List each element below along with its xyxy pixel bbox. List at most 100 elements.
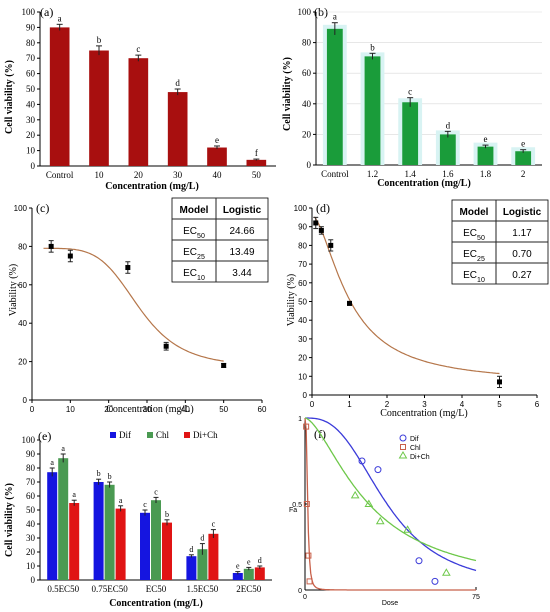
panel-c-table-ec50-value: 24.66: [229, 226, 254, 237]
panel-d-table-head-model: Model: [460, 207, 489, 218]
panel-e-bar-dich: [162, 522, 172, 580]
panel-a-letter: c: [136, 44, 140, 54]
panel-f-ytick-label: 0.5: [292, 502, 302, 509]
panel-f-point-square: [303, 423, 310, 430]
panel-e-bar-dif: [186, 556, 197, 580]
panel-c-point: [221, 362, 227, 368]
panel-d-ytick-label: 80: [298, 241, 307, 250]
panel-e-legend-label: Di+Ch: [193, 430, 218, 440]
panel-f-legend-label: Di+Ch: [410, 454, 430, 461]
panel-e-bar-dif: [140, 512, 150, 580]
panel-d-ytick-label: 0: [303, 391, 308, 400]
panel-b-xlabel: Concentration (mg/L): [377, 178, 471, 189]
panel-e-letter: e: [247, 557, 251, 566]
panel-d-table-ec25-label: EC25: [463, 249, 485, 263]
panel-e-letter: d: [189, 545, 193, 554]
panel-d-point: [318, 227, 324, 233]
panel-c-xtick-label: 10: [66, 405, 75, 414]
panel-a-ytick-label: 20: [26, 130, 36, 140]
panel-a-ytick-label: 70: [26, 53, 36, 63]
panel-f-ytick-label: 1: [298, 416, 302, 423]
panel-f-point-circle: [374, 466, 382, 474]
panel-c-table-ec50-label: EC50: [183, 226, 205, 240]
panel-e-ytick-label: 10: [26, 561, 36, 571]
panel-f-point-circle: [358, 457, 366, 465]
panel-c-ytick-label: 80: [18, 242, 27, 251]
panel-a-letter: a: [58, 13, 62, 23]
panel-d-ytick-label: 40: [298, 316, 307, 325]
panel-b-xtick-label: 1.6: [442, 169, 454, 179]
panel-e-bar-chl: [151, 500, 161, 580]
panel-e-legend-swatch: [147, 432, 153, 438]
panel-c-table: Model Logistic EC50 24.66 EC25 13.49 EC1…: [171, 197, 269, 283]
panel-a-ytick-label: 0: [31, 161, 36, 171]
panel-d-xtick-label: 1: [347, 400, 352, 409]
panel-c-point: [163, 343, 169, 349]
panel-b-ytick-label: 40: [302, 99, 312, 109]
panel-e-bar-dich: [254, 567, 265, 580]
panel-c-point: [125, 265, 131, 271]
panel-a-letter: f: [255, 148, 258, 158]
panel-e: (e) Cell viability (%) Concentration (mg…: [4, 429, 272, 609]
panel-e-letter: c: [212, 520, 216, 529]
panel-f-point-square: [303, 501, 310, 507]
panel-b-bar: [364, 56, 381, 166]
panel-a-bar: [128, 58, 149, 167]
panel-c-xtick-label: 30: [143, 405, 152, 414]
panel-d-table-ec10-label: EC10: [463, 270, 485, 284]
panel-d-xlabel: Concentration (mg/L): [380, 408, 467, 419]
panel-a-letter: d: [175, 78, 180, 88]
panel-a-xtick-label: 50: [252, 170, 262, 180]
panel-d-xtick-label: 3: [422, 400, 427, 409]
panel-e-letter: d: [258, 556, 262, 565]
panel-e-bar-dif: [232, 573, 243, 580]
panel-a-letter: e: [215, 135, 219, 145]
panel-d-ytick-label: 90: [298, 223, 307, 232]
panel-e-letter: c: [143, 500, 147, 509]
panel-b-xtick-label: 1.8: [480, 169, 492, 179]
panel-b-bar: [477, 146, 494, 165]
panel-c-table-ec25-value: 13.49: [229, 247, 254, 258]
panel-f-legend-marker: [398, 451, 408, 459]
panel-e-legend-swatch: [184, 432, 190, 438]
panel-b-letter: c: [408, 87, 412, 97]
panel-d-point: [328, 242, 334, 248]
panel-e-letter: e: [236, 562, 240, 571]
panel-f-point-triangle: [364, 499, 374, 507]
panel-e-bar-dich: [208, 533, 219, 580]
panel-b: (b) Cell viability (%) Concentration (mg…: [282, 5, 542, 189]
panel-e-letter: b: [108, 472, 112, 481]
panel-d-ytick-label: 20: [298, 354, 307, 363]
panel-b-xtick-label: 2: [521, 169, 526, 179]
panel-c: (c) Viability (%) Concentration (mg/L) M…: [8, 197, 269, 415]
panel-f-ytick-label: 0: [298, 588, 302, 595]
panel-f-point-triangle: [441, 568, 451, 576]
panel-f-legend-label: Dif: [410, 436, 419, 443]
panel-a-ytick-label: 90: [26, 22, 36, 32]
panel-b-bar: [439, 134, 456, 165]
panel-d-ytick-label: 60: [298, 279, 307, 288]
panel-e-ytick-label: 40: [26, 519, 36, 529]
panel-e-bar-chl: [104, 484, 115, 580]
panel-d-label: (d): [316, 201, 330, 215]
panel-b-bar: [515, 151, 532, 165]
panel-d-point: [347, 300, 352, 306]
panel-d-xtick-label: 0: [310, 400, 315, 409]
panel-e-ytick-label: 90: [26, 449, 36, 459]
panel-a-bar: [167, 92, 188, 166]
panel-c-table-ec25-label: EC25: [183, 247, 205, 261]
panel-e-ytick-label: 30: [26, 533, 36, 543]
panel-b-ylabel: Cell viability (%): [282, 57, 293, 131]
panel-e-letter: a: [61, 444, 65, 453]
panel-b-letter: a: [333, 12, 337, 22]
panel-c-xtick-label: 0: [30, 405, 35, 414]
panel-d-table-head-logistic: Logistic: [503, 207, 542, 218]
panel-a-bar: [89, 50, 109, 166]
panel-a-bar: [49, 27, 70, 167]
panel-d-fit-curve: [313, 216, 500, 375]
panel-b-xtick-label: 1.4: [405, 169, 417, 179]
panel-a-xtick-label: Control: [46, 170, 74, 180]
panel-e-ytick-label: 100: [22, 435, 36, 445]
panel-e-ytick-label: 50: [26, 505, 36, 515]
